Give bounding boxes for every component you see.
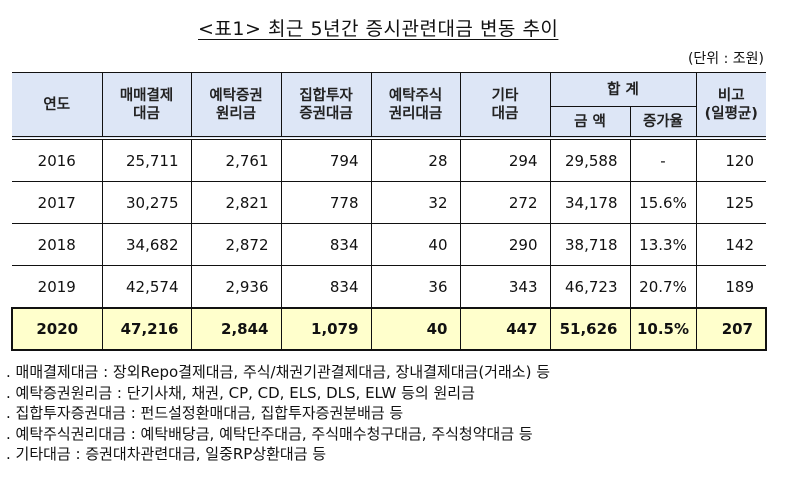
header-note: 비고 (일평균) xyxy=(695,72,766,139)
footnotes: . 매매결제대금 : 장외Repo결제대금, 주식/채권기관결제대금, 장내결제… xyxy=(6,362,550,465)
header-year: 연도 xyxy=(12,72,103,139)
footnote-item: . 기타대금 : 증권대차관련대금, 일중RP상환대금 등 xyxy=(6,445,327,463)
settlement-table: 연도 매매결제 대금 예탁증권 원리금 집합투자 증권대금 예탁주식 권리대금 기타 대금… xyxy=(11,72,767,351)
header-total-amount: 금 액 xyxy=(549,106,631,139)
header-deposit-securities: 예탁증권 원리금 xyxy=(190,72,282,139)
unit-label: (단위 : 조원) xyxy=(687,51,764,67)
table-title: <표1> 최근 5년간 증시관련대금 변동 추이 xyxy=(198,18,559,40)
header-total: 합 계 xyxy=(549,72,697,107)
header-total-rate: 증가율 xyxy=(629,106,697,139)
footnote-item: . 예탁주식권리대금 : 예탁배당금, 예탁단주대금, 주식매수청구대금, 주식… xyxy=(6,424,533,443)
table-row: 2019 42,574 2,936 834 36 343 46,723 20.7… xyxy=(12,265,766,309)
header-stock-rights: 예탁주식 권리대금 xyxy=(370,72,461,139)
table-row-highlighted: 2020 47,216 2,844 1,079 40 447 51,626 10… xyxy=(11,307,767,351)
header-trade-settlement: 매매결제 대금 xyxy=(101,72,192,139)
header-other: 기타 대금 xyxy=(459,72,551,139)
header-collective-investment: 집합투자 증권대금 xyxy=(280,72,372,139)
footnote-item: . 예탁증권원리금 : 단기사채, 채권, CP, CD, ELS, DLS, … xyxy=(6,383,475,402)
table-row: 2017 30,275 2,821 778 32 272 34,178 15.6… xyxy=(12,181,766,224)
footnote-item: . 매매결제대금 : 장외Repo결제대금, 주식/채권기관결제대금, 장내결제… xyxy=(6,363,551,381)
table-row: 2016 25,711 2,761 794 28 294 29,588 - 12… xyxy=(12,137,766,182)
footnote-item: . 집합투자증권대금 : 펀드설정환매대금, 집합투자증권분배금 등 xyxy=(6,404,404,422)
table-row: 2018 34,682 2,872 834 40 290 38,718 13.3… xyxy=(12,223,766,266)
